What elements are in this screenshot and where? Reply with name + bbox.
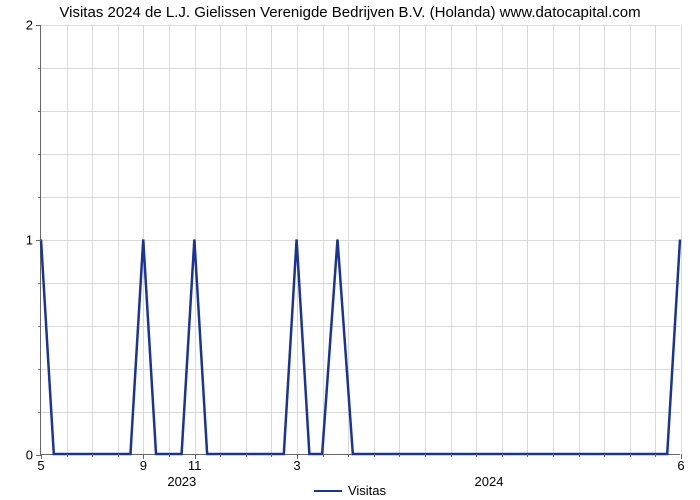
y-minor-tick [38,412,41,413]
y-tick-label: 1 [26,233,41,248]
x-tick-label: 3 [293,454,300,473]
x-minor-tick [271,454,272,457]
legend-swatch [314,490,342,492]
y-minor-tick [38,154,41,155]
x-minor-tick [527,454,528,457]
x-minor-tick [323,454,324,457]
y-minor-tick [38,326,41,327]
y-minor-tick [38,197,41,198]
x-minor-tick [579,454,580,457]
grid-vline [681,25,682,454]
chart-container: Visitas 2024 de L.J. Gielissen Verenigde… [0,0,700,500]
x-minor-tick [425,454,426,457]
x-minor-tick [220,454,221,457]
x-minor-tick [118,454,119,457]
series-layer [41,25,680,454]
y-minor-tick [38,283,41,284]
plot-area: 01259113620232024 [40,25,680,455]
x-minor-tick [553,454,554,457]
x-minor-tick [374,454,375,457]
y-minor-tick [38,111,41,112]
y-minor-tick [38,369,41,370]
x-tick-label: 6 [677,454,684,473]
legend: Visitas [0,482,700,498]
x-tick-label: 5 [37,454,44,473]
x-minor-tick [604,454,605,457]
x-minor-tick [630,454,631,457]
chart-title: Visitas 2024 de L.J. Gielissen Verenigde… [0,4,700,21]
y-minor-tick [38,68,41,69]
x-minor-tick [92,454,93,457]
y-tick-label: 2 [26,18,41,33]
x-minor-tick [348,454,349,457]
visitas-series-line [41,240,680,455]
x-minor-tick [399,454,400,457]
x-minor-tick [451,454,452,457]
legend-label: Visitas [348,483,386,498]
x-tick-label: 9 [140,454,147,473]
x-minor-tick [655,454,656,457]
x-minor-tick [246,454,247,457]
x-minor-tick [67,454,68,457]
